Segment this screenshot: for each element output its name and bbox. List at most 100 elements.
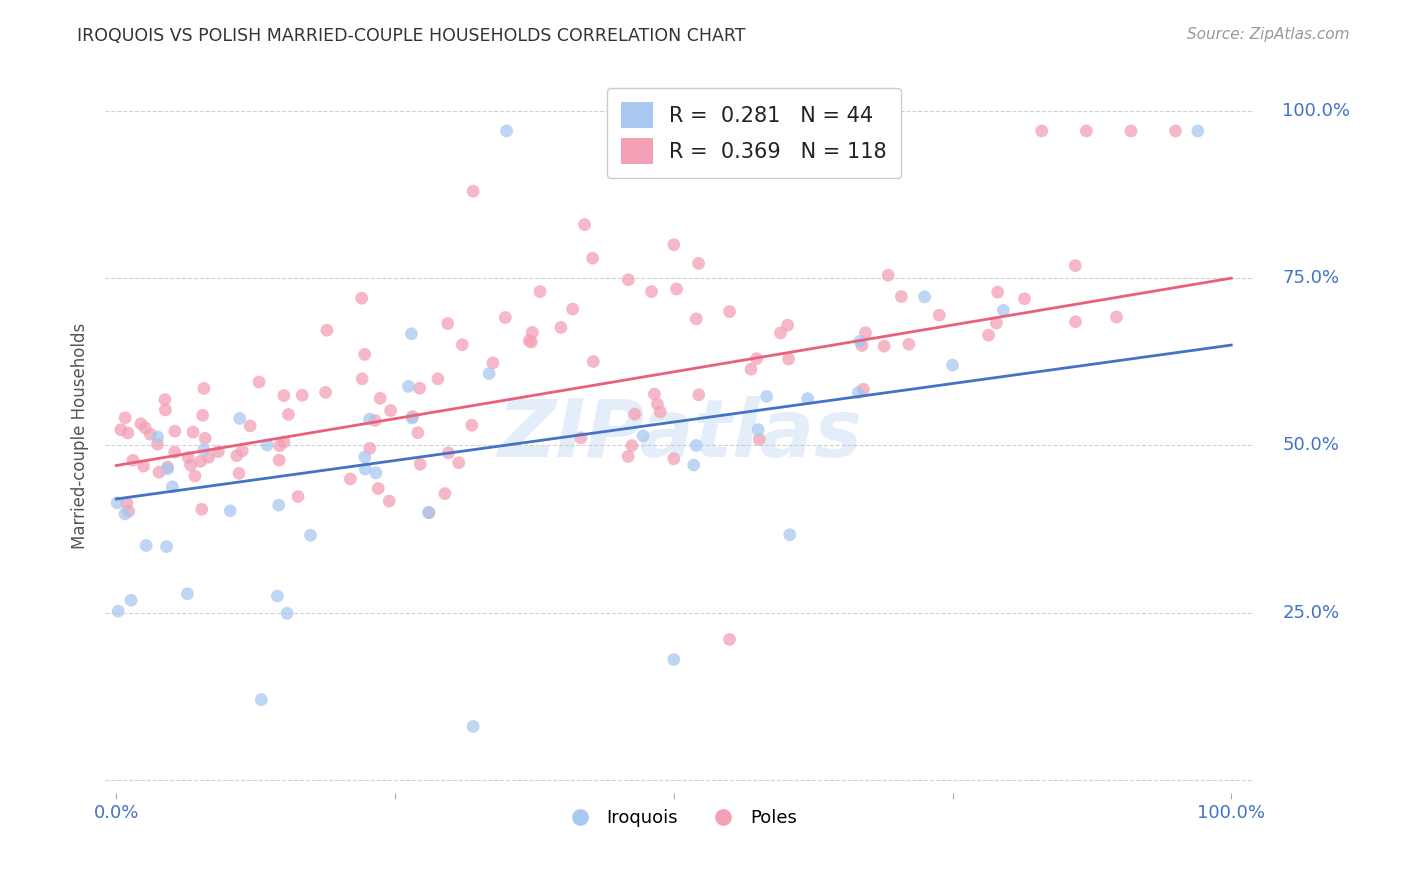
Point [574, 218, 596, 232]
Point [354, 462, 377, 476]
Point [873, 339, 896, 353]
Text: ZIPatlas: ZIPatlas [496, 396, 862, 475]
Point [267, 498, 290, 512]
Point [1014, 292, 1036, 306]
Point [269, 453, 291, 467]
Point [769, 326, 792, 340]
Point [522, 326, 544, 340]
Point [353, 347, 375, 361]
Point [190, 454, 212, 468]
Legend: Iroquois, Poles: Iroquois, Poles [554, 802, 804, 834]
Point [401, 326, 423, 341]
Point [266, 589, 288, 603]
Text: Source: ZipAtlas.com: Source: ZipAtlas.com [1187, 27, 1350, 42]
Point [529, 285, 551, 299]
Point [494, 310, 516, 325]
Point [299, 528, 322, 542]
Point [380, 403, 402, 417]
Point [228, 411, 250, 425]
Point [287, 490, 309, 504]
Point [851, 338, 873, 352]
Point [748, 432, 770, 446]
Point [447, 456, 470, 470]
Point [155, 540, 177, 554]
Point [398, 379, 420, 393]
Point [114, 410, 136, 425]
Point [478, 367, 501, 381]
Point [640, 285, 662, 299]
Point [359, 412, 381, 426]
Point [1105, 310, 1128, 324]
Text: 75.0%: 75.0% [1282, 269, 1340, 287]
Point [367, 482, 389, 496]
Point [436, 317, 458, 331]
Point [368, 392, 391, 406]
Point [1119, 124, 1142, 138]
Point [291, 388, 314, 402]
Point [135, 539, 157, 553]
Point [364, 466, 387, 480]
Point [745, 351, 768, 366]
Point [569, 431, 592, 445]
Point [1064, 315, 1087, 329]
Point [662, 237, 685, 252]
Point [364, 413, 387, 427]
Point [550, 320, 572, 334]
Point [177, 450, 200, 465]
Point [617, 273, 640, 287]
Point [155, 403, 177, 417]
Point [163, 424, 186, 438]
Point [517, 334, 540, 348]
Point [163, 445, 186, 459]
Point [1031, 124, 1053, 138]
Point [378, 494, 401, 508]
Point [463, 184, 485, 198]
Point [433, 486, 456, 500]
Text: IROQUOIS VS POLISH MARRIED-COUPLE HOUSEHOLDS CORRELATION CHART: IROQUOIS VS POLISH MARRIED-COUPLE HOUSEH… [77, 27, 745, 45]
Point [122, 453, 145, 467]
Point [520, 334, 543, 349]
Point [665, 282, 688, 296]
Point [747, 423, 769, 437]
Point [482, 356, 505, 370]
Point [193, 442, 215, 457]
Point [401, 409, 423, 424]
Text: 25.0%: 25.0% [1282, 604, 1340, 622]
Point [181, 425, 204, 439]
Point [115, 496, 138, 510]
Point [877, 268, 900, 283]
Point [401, 411, 423, 425]
Point [1187, 124, 1209, 138]
Point [409, 457, 432, 471]
Point [176, 587, 198, 601]
Point [191, 409, 214, 423]
Point [928, 308, 950, 322]
Point [132, 459, 155, 474]
Point [408, 381, 430, 395]
Point [277, 408, 299, 422]
Point [682, 458, 704, 472]
Point [339, 472, 361, 486]
Point [219, 504, 242, 518]
Point [273, 435, 295, 450]
Text: 50.0%: 50.0% [1282, 436, 1339, 454]
Text: 100.0%: 100.0% [1282, 102, 1350, 120]
Point [461, 418, 484, 433]
Point [110, 423, 132, 437]
Point [451, 337, 474, 351]
Point [134, 421, 156, 435]
Point [778, 351, 800, 366]
Point [207, 444, 229, 458]
Point [846, 385, 869, 400]
Point [153, 392, 176, 407]
Point [273, 388, 295, 402]
Point [897, 337, 920, 351]
Point [231, 443, 253, 458]
Point [118, 504, 141, 518]
Point [779, 527, 801, 541]
Point [197, 450, 219, 465]
Point [418, 506, 440, 520]
Point [662, 652, 685, 666]
Point [986, 316, 1008, 330]
Point [688, 256, 710, 270]
